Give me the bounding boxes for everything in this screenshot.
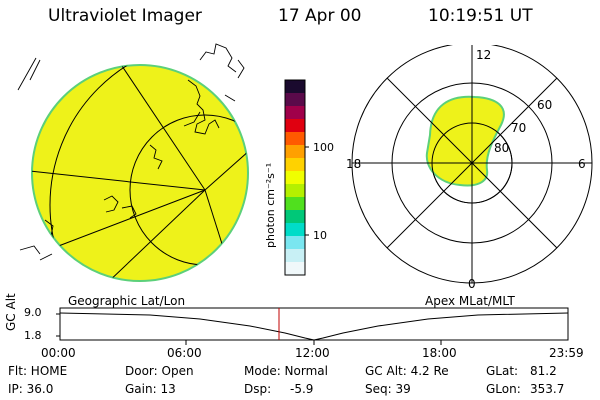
polar-mlat-mlt-plot: [351, 45, 593, 284]
date-label: 17 Apr 00: [278, 6, 362, 26]
colorbar-band: [285, 145, 305, 159]
status-door: Door: Open: [125, 364, 194, 378]
status-gain: Gain: 13: [125, 382, 176, 396]
colorbar-band: [285, 132, 305, 146]
apex-panel-label: Apex MLat/MLT: [425, 294, 515, 308]
meridian-line: [204, 149, 248, 191]
timeline-ytick-9: 9.0: [24, 306, 42, 319]
timeline-xtick-2359: 23:59: [549, 346, 584, 360]
altitude-curve: [59, 312, 569, 341]
timeline-xtick-1200: 12:00: [295, 346, 330, 360]
meridian-line: [117, 65, 206, 191]
meridian-line: [104, 189, 206, 281]
colorbar-band: [285, 197, 305, 211]
geographic-panel-label: Geographic Lat/Lon: [68, 294, 186, 308]
status-glat-value: 81.2: [530, 364, 557, 378]
colorbar-band: [285, 158, 305, 172]
colorbar-band: [285, 171, 305, 185]
meridian-line: [32, 169, 206, 191]
timeline-xtick-0600: 06:00: [167, 346, 202, 360]
colorbar: [284, 79, 309, 276]
colorbar-band: [285, 184, 305, 198]
colorbar-band: [285, 93, 305, 107]
status-mode: Mode: Normal: [244, 364, 328, 378]
mlat-label-60: 60: [537, 98, 553, 112]
timeline-ytick-1.8: 1.8: [24, 329, 42, 342]
colorbar-tick-10: 10: [313, 229, 327, 242]
timeline-axis-label: GC Alt: [4, 293, 18, 331]
mlt-label-6: 6: [578, 157, 586, 171]
colorbar-band: [285, 262, 305, 276]
colorbar-band: [285, 80, 305, 94]
status-glon-value: 353.7: [530, 382, 565, 396]
instrument-title: Ultraviolet Imager: [48, 6, 202, 26]
status-gcalt: GC Alt: 4.2 Re: [365, 364, 449, 378]
colorbar-band: [285, 119, 305, 133]
status-dsp-value: -5.9: [290, 382, 314, 396]
coastline: [44, 79, 220, 259]
status-glat-label: GLat:: [486, 364, 519, 378]
meridian-line: [34, 189, 206, 256]
auroral-disk: [31, 64, 249, 282]
colorbar-band: [285, 249, 305, 263]
colorbar-band: [285, 106, 305, 120]
mlt-label-12: 12: [476, 48, 492, 62]
colorbar-band: [285, 236, 305, 250]
mlt-label-0: 0: [468, 277, 476, 291]
colorbar-tick-100: 100: [313, 141, 334, 154]
status-ip: IP: 36.0: [8, 382, 54, 396]
timeline-xtick-0000: 00:00: [41, 346, 76, 360]
coastline-outside: [17, 43, 245, 261]
status-dsp-label: Dsp:: [244, 382, 272, 396]
geographic-map: [17, 43, 249, 282]
status-flt: Flt: HOME: [8, 364, 68, 378]
polar-meridian-diagonal: [386, 77, 558, 249]
status-glon-label: GLon:: [486, 382, 521, 396]
colorbar-band: [285, 210, 305, 224]
mlt-label-18: 18: [346, 157, 362, 171]
mlat-label-80: 80: [494, 141, 510, 155]
colorbar-label: photon cm⁻²s⁻¹: [264, 162, 277, 248]
latitude-circle-outer: [49, 65, 248, 281]
status-seq: Seq: 39: [365, 382, 411, 396]
time-label: 10:19:51 UT: [428, 6, 533, 26]
colorbar-band: [285, 223, 305, 237]
timeline-xtick-1800: 18:00: [422, 346, 457, 360]
altitude-timeline: [56, 307, 569, 345]
mlat-label-70: 70: [511, 121, 527, 135]
